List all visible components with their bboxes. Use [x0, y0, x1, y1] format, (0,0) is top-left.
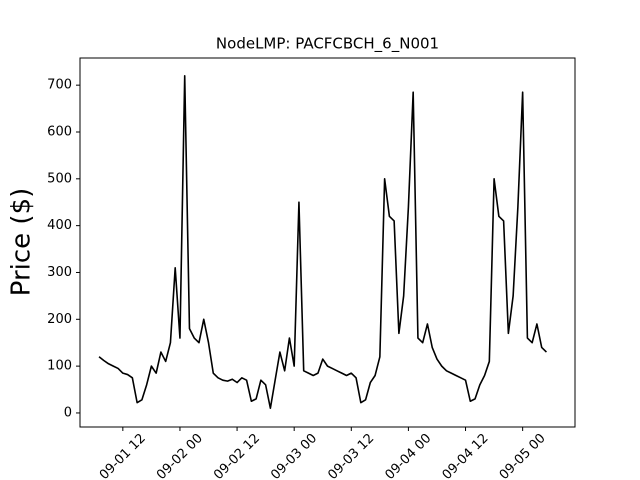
chart-title: NodeLMP: PACFCBCH_6_N001 [216, 35, 439, 54]
y-tick-label: 400 [47, 218, 72, 233]
x-tick-label: 09-03 00 [268, 431, 320, 480]
x-tick-label: 09-02 12 [211, 431, 263, 480]
x-tick-label: 09-05 00 [497, 431, 549, 480]
plot-frame [79, 57, 576, 428]
y-axis-label: Price ($) [7, 188, 37, 297]
x-tick-label: 09-02 00 [154, 431, 206, 480]
y-tick-label: 100 [47, 359, 72, 374]
x-tick-label: 09-04 00 [382, 431, 434, 480]
x-tick-label: 09-01 12 [97, 431, 149, 480]
y-tick-label: 600 [47, 124, 72, 139]
price-line [98, 74, 548, 410]
y-tick-label: 700 [47, 78, 72, 93]
x-tick-label: 09-04 12 [440, 431, 492, 480]
y-tick-label: 500 [47, 171, 72, 186]
y-tick-label: 0 [64, 405, 72, 420]
x-tick-label: 09-03 12 [325, 431, 377, 480]
y-tick-label: 200 [47, 312, 72, 327]
y-tick-label: 300 [47, 265, 72, 280]
